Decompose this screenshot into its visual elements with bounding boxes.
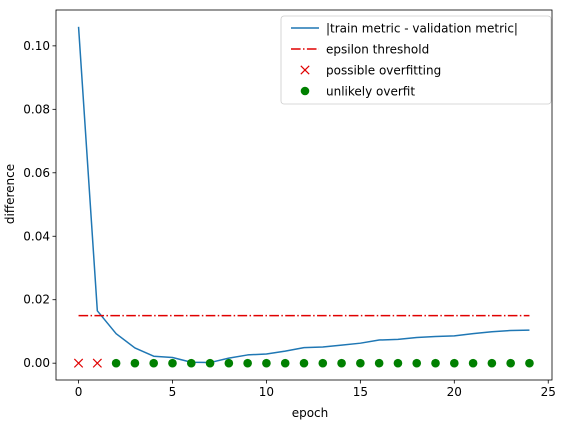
y-tick-label: 0.06: [23, 166, 50, 180]
x-tick-label: 0: [75, 385, 83, 399]
point-circle-marker: [186, 358, 196, 368]
y-tick-label: 0.08: [23, 102, 50, 116]
x-tick-label: 5: [169, 385, 177, 399]
x-tick-label: 10: [259, 385, 274, 399]
point-circle-marker: [168, 358, 177, 368]
point-circle-marker: [224, 358, 234, 368]
legend-x-swatch: [300, 65, 310, 75]
point-circle-marker: [130, 358, 140, 368]
point-circle-marker: [111, 358, 121, 368]
series-line-0: [77, 26, 530, 364]
legend-label: |train metric - validation metric|: [326, 22, 518, 36]
point-circle-marker: [468, 358, 478, 368]
point-circle-marker: [356, 358, 365, 368]
point-circle-marker: [299, 358, 309, 368]
point-circle-marker: [337, 358, 346, 368]
point-circle-marker: [280, 358, 290, 368]
plot-frame: [55, 9, 553, 381]
point-circle-marker: [318, 358, 328, 368]
point-x-marker: [73, 358, 84, 368]
point-circle-marker: [149, 358, 158, 368]
point-x-marker: [92, 358, 102, 368]
point-circle-marker: [412, 358, 422, 368]
legend-label: epsilon threshold: [326, 43, 429, 57]
y-tick-label: 0.10: [23, 39, 50, 53]
y-tick-label: 0.02: [23, 293, 50, 307]
point-circle-marker: [431, 358, 440, 368]
legend-label: possible overfitting: [326, 64, 441, 78]
x-tick-label: 25: [541, 385, 556, 399]
x-tick-label: 15: [353, 385, 368, 399]
y-tick-label: 0.00: [23, 356, 50, 370]
point-circle-marker: [243, 358, 252, 368]
axes-layer: 0 5 10 15 20 25 0.00 0.02 0.04 0.06 0.08 0.10: [23, 9, 556, 399]
y-axis-label: difference: [3, 164, 17, 224]
point-circle-marker: [525, 358, 534, 368]
x-tick-label: 20: [447, 385, 462, 399]
legend: |train metric - validation metric| epsilo…: [280, 15, 552, 105]
point-circle-marker: [205, 358, 215, 368]
legend-label: unlikely overfit: [326, 85, 415, 99]
point-circle-marker: [262, 358, 271, 368]
y-tick-label: 0.04: [23, 229, 50, 243]
point-circle-marker: [506, 358, 515, 368]
point-circle-marker: [374, 358, 384, 368]
point-circle-marker: [393, 358, 403, 368]
point-circle-marker: [487, 358, 497, 368]
plot-layer: [73, 26, 534, 368]
x-axis-label: epoch: [292, 406, 329, 420]
legend-frame: [280, 15, 552, 105]
point-circle-marker: [450, 358, 459, 368]
legend-circle-swatch: [300, 86, 310, 96]
